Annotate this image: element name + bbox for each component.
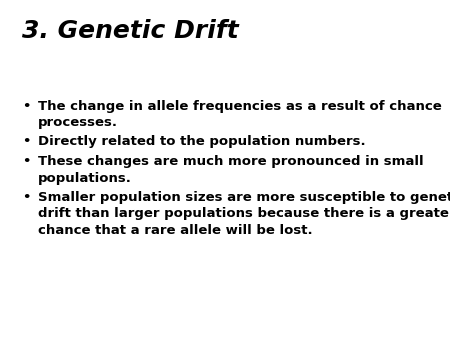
Text: Smaller population sizes are more susceptible to genetic
drift than larger popul: Smaller population sizes are more suscep… [38,191,450,237]
Text: 3. Genetic Drift: 3. Genetic Drift [22,19,239,43]
Text: •: • [22,155,31,169]
Text: The change in allele frequencies as a result of chance
processes.: The change in allele frequencies as a re… [38,100,442,129]
Text: Directly related to the population numbers.: Directly related to the population numbe… [38,135,365,148]
Text: These changes are much more pronounced in small
populations.: These changes are much more pronounced i… [38,155,423,185]
Text: •: • [22,100,31,113]
Text: •: • [22,191,31,203]
Text: •: • [22,135,31,148]
